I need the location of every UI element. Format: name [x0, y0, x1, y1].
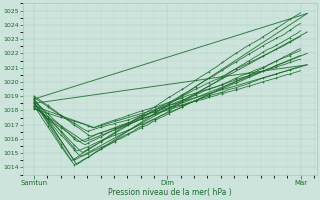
X-axis label: Pression niveau de la mer( hPa ): Pression niveau de la mer( hPa ) [108, 188, 232, 197]
